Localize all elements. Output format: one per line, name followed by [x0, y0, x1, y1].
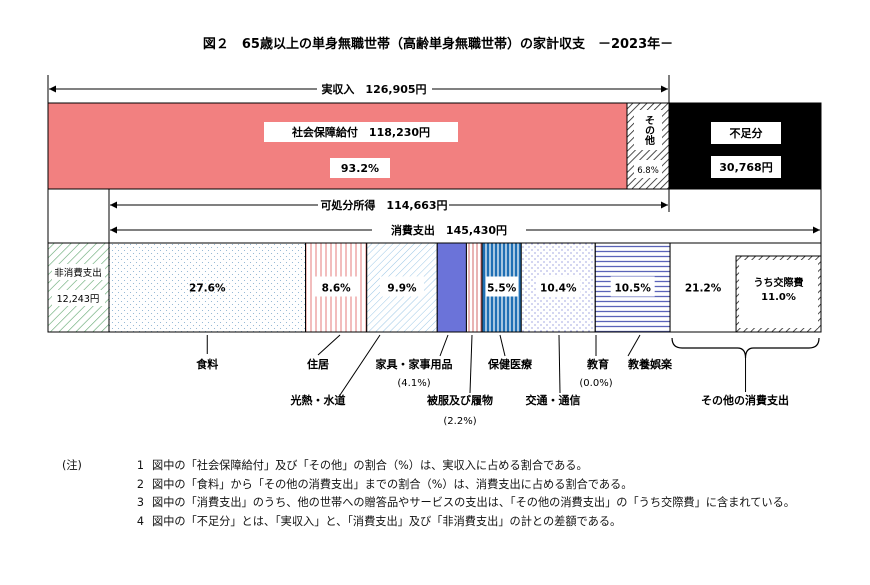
note-number: 3	[136, 496, 144, 509]
other-consumption-brace	[671, 337, 820, 359]
category-label-utilities: 光熱・水道	[290, 393, 346, 407]
category-percent-education: (0.0%)	[579, 378, 612, 389]
consumption-percent-utilities: 9.9%	[387, 283, 417, 295]
chart-title: 図２ 65歳以上の単身無職世帯（高齢単身無職世帯）の家計収支 －2023年－	[203, 36, 673, 52]
household-budget-chart: 図２ 65歳以上の単身無職世帯（高齢単身無職世帯）の家計収支 －2023年－ 実…	[47, 36, 822, 427]
entertainment-expense-label: うち交際費	[754, 276, 804, 289]
category-label-culture: 教養娯楽	[627, 357, 673, 371]
income-bracket-label: 実収入 126,905円	[321, 82, 426, 96]
income-bracket: 実収入 126,905円	[47, 75, 670, 103]
note-text: 図中の「食料」から「その他の消費支出」までの割合（%）は、消費支出に占める割合で…	[152, 477, 633, 491]
other-income-percent: 6.8%	[637, 166, 659, 176]
consumption-percent-other: 21.2%	[685, 283, 722, 295]
category-label-health: 保健医療	[487, 357, 533, 371]
category-label-food: 食料	[196, 357, 218, 371]
category-label-other: その他の消費支出	[701, 393, 789, 407]
consumption-bracket: 消費支出 145,430円	[110, 189, 822, 243]
income-bar: 社会保障給付 118,230円 93.2% その他 6.8% 不足分 30,76…	[47, 102, 822, 190]
leader-line	[499, 334, 506, 357]
category-percent-clothing: (2.2%)	[443, 416, 476, 427]
consumption-percent-food: 27.6%	[189, 283, 226, 295]
notes: (注) 1 図中の「社会保障給付」及び「その他」の割合（%）は、実収入に占める割合で…	[62, 457, 862, 531]
note-number: 2	[136, 477, 144, 491]
leader-line	[469, 334, 473, 394]
note-text: 図中の「社会保障給付」及び「その他」の割合（%）は、実収入に占める割合である。	[152, 459, 588, 472]
other-income-label: その他	[643, 115, 656, 146]
consumption-bar-clothing	[465, 242, 483, 333]
leader-line	[317, 334, 341, 356]
shortfall-value: 30,768円	[719, 161, 772, 174]
social-security-value: 社会保障給付 118,230円	[291, 125, 430, 139]
leader-line	[627, 334, 641, 357]
consumption-percent-culture: 10.5%	[614, 283, 651, 295]
note-text: 図中の「不足分」とは、「実収入」と、「消費支出」及び「非消費支出」の計との差額で…	[152, 514, 622, 528]
leader-line	[439, 334, 449, 357]
leader-line	[558, 334, 561, 394]
note-text: 図中の「消費支出」のうち、他の世帯への贈答品やサービスの支出は、「その他の消費支…	[152, 496, 795, 509]
note-number: 4	[136, 514, 144, 528]
consumption-percent-transport: 10.4%	[540, 283, 577, 295]
disposable-income-bracket: 可処分所得 114,663円	[110, 189, 670, 212]
notes-lead: (注)	[62, 459, 82, 472]
non-consumption-segment: 非消費支出 12,243円	[47, 242, 110, 333]
category-label-housing: 住居	[307, 357, 329, 371]
consumption-percent-health: 5.5%	[487, 283, 517, 295]
category-label-furniture: 家具・家事用品	[376, 357, 453, 371]
non-consumption-value: 12,243円	[57, 294, 100, 305]
consumption-label: 消費支出 145,430円	[391, 223, 507, 237]
note-number: 1	[136, 459, 144, 472]
category-percent-furniture: (4.1%)	[397, 378, 430, 389]
consumption-bar: 27.6% 8.6% 9.9% 5.5% 10.4% 10.5% 21.2% うち交際費 11.…	[108, 242, 822, 333]
consumption-percent-housing: 8.6%	[322, 283, 352, 295]
social-security-percent: 93.2%	[341, 162, 379, 175]
category-label-transport: 交通・通信	[526, 393, 581, 407]
category-label-clothing: 被服及び履物	[427, 393, 493, 407]
non-consumption-label: 非消費支出	[54, 267, 102, 279]
leader-line	[339, 334, 381, 396]
disposable-income-label: 可処分所得 114,663円	[320, 198, 447, 212]
entertainment-expense-percent: 11.0%	[761, 292, 796, 303]
category-label-education: 教育	[586, 357, 609, 371]
shortfall-label: 不足分	[730, 126, 763, 140]
consumption-bar-furniture	[436, 242, 467, 333]
